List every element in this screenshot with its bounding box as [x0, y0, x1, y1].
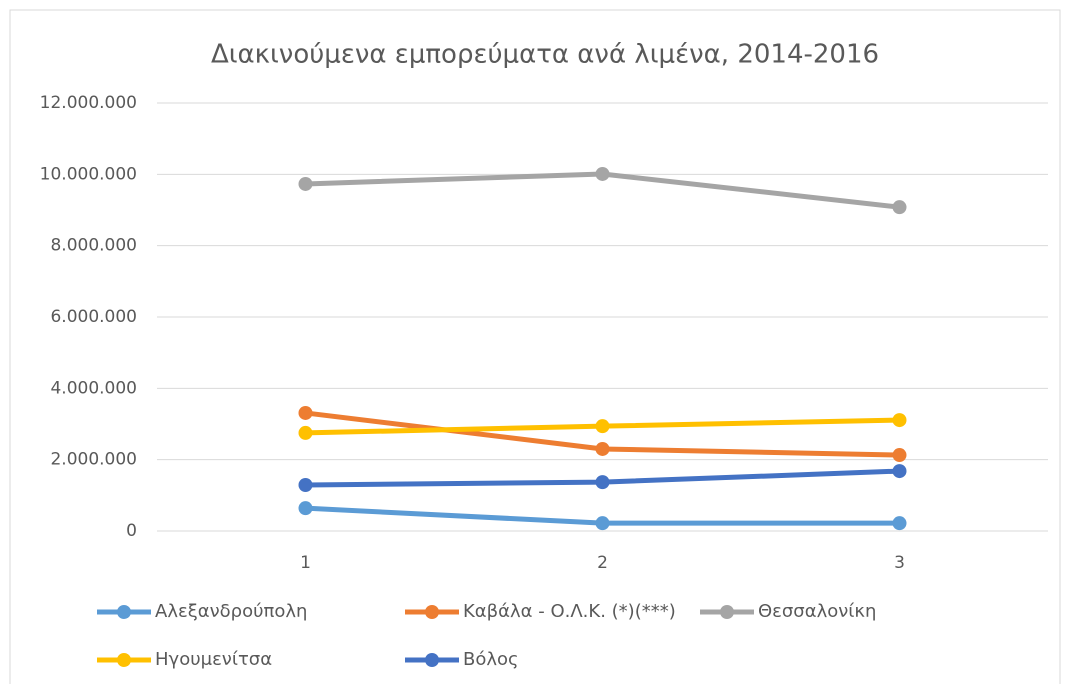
data-point	[892, 516, 907, 531]
y-tick-label: 8.000.000	[50, 236, 137, 256]
data-point	[892, 448, 907, 463]
data-point	[595, 441, 610, 456]
y-tick-label: 12.000.000	[40, 93, 137, 113]
y-tick-label: 2.000.000	[50, 450, 137, 470]
x-tick-label: 2	[597, 553, 608, 573]
x-tick-label: 3	[894, 553, 905, 573]
data-point	[298, 176, 313, 191]
data-point	[595, 166, 610, 181]
data-point	[298, 405, 313, 420]
legend-marker	[425, 653, 439, 667]
data-point	[298, 477, 313, 492]
legend-marker	[117, 605, 131, 619]
y-tick-label: 10.000.000	[40, 164, 137, 184]
y-tick-label: 0	[126, 521, 137, 541]
legend-label: Αλεξανδρούπολη	[155, 601, 307, 622]
x-tick-label: 1	[300, 553, 311, 573]
chart-frame	[9, 9, 1061, 688]
data-point	[595, 419, 610, 434]
legend-label: Θεσσαλονίκη	[758, 601, 876, 622]
data-point	[298, 501, 313, 516]
legend-marker	[425, 605, 439, 619]
data-point	[595, 516, 610, 531]
legend-label: Βόλος	[463, 649, 519, 670]
data-point	[595, 475, 610, 490]
data-point	[892, 413, 907, 428]
data-point	[892, 200, 907, 215]
data-point	[298, 425, 313, 440]
legend-label: Καβάλα - Ο.Λ.Κ. (*)(***)	[463, 601, 676, 622]
y-tick-label: 4.000.000	[50, 378, 137, 398]
y-tick-label: 6.000.000	[50, 307, 137, 327]
legend-marker	[720, 605, 734, 619]
chart-title: Διακινούμενα εμπορεύματα ανά λιμένα, 201…	[211, 40, 879, 70]
legend-label: Ηγουμενίτσα	[155, 649, 272, 670]
data-point	[892, 464, 907, 479]
legend-marker	[117, 653, 131, 667]
